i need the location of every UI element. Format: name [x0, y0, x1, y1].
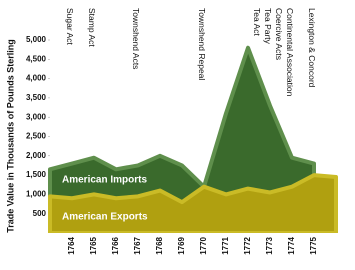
event-annotation: Townshend Acts [131, 8, 141, 69]
series-label: American Exports [62, 212, 148, 223]
event-annotation: Townshend Repeal [197, 8, 207, 80]
y-tick-label: 5,000 [26, 35, 47, 44]
plot-mask [47, 233, 350, 237]
y-tick-label: 2,000 [26, 151, 47, 160]
area [48, 173, 338, 235]
x-tick-label: 1766 [111, 236, 120, 254]
y-tick-label: 500 [33, 209, 47, 218]
event-annotation: Sugar Act [65, 8, 75, 45]
event-annotation: Coercive Acts [274, 8, 284, 60]
x-tick-label: 1772 [243, 236, 252, 254]
x-tick-label: 1773 [265, 236, 274, 254]
x-tick-label: 1768 [155, 236, 164, 254]
x-tick-label: 1765 [89, 236, 98, 254]
y-tick-label: 1,500 [26, 170, 47, 179]
x-tick-label: 1771 [221, 236, 230, 254]
x-tick-label: 1770 [199, 236, 208, 254]
x-tick-label: 1774 [287, 236, 296, 254]
event-annotation: Stamp Act [87, 8, 97, 47]
event-annotation: Tea Act [252, 8, 262, 37]
event-annotation: Lexington & Concord [307, 8, 317, 88]
event-annotation: Tea Party [263, 8, 273, 45]
y-tick-label: 4,500 [26, 54, 47, 63]
event-annotation: Continental Association [285, 8, 295, 97]
y-tick-label: 3,000 [26, 112, 47, 121]
series-label: American Imports [62, 175, 147, 186]
y-axis-label: Trade Value in Thousands of Pounds Sterl… [5, 39, 15, 233]
y-tick-label: 3,500 [26, 93, 47, 102]
x-tick-label: 1767 [133, 236, 142, 254]
x-tick-label: 1769 [177, 236, 186, 254]
x-tick-label: 1764 [67, 236, 76, 254]
x-tick-label: 1775 [309, 236, 318, 254]
y-tick-label: 2,500 [26, 132, 47, 141]
y-tick-label: 4,000 [26, 74, 47, 83]
y-tick-label: 1,000 [26, 190, 47, 199]
